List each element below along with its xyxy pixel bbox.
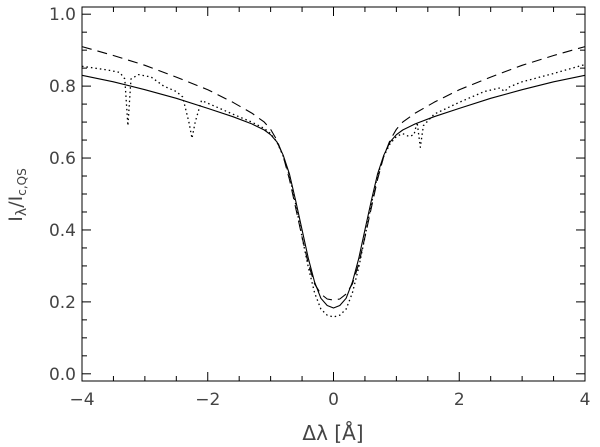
y-label-sub1: λ — [14, 208, 30, 216]
axis-ticks — [81, 7, 586, 381]
y-tick-label: 0.8 — [49, 77, 76, 97]
x-tick-label: 2 — [454, 390, 465, 410]
x-tick-label: 0 — [328, 390, 339, 410]
dashed-series-line — [81, 46, 586, 301]
dotted-series-line — [81, 63, 586, 318]
y-label-sep: /I — [5, 196, 27, 208]
solid-series-line — [81, 74, 586, 309]
x-tick-label: −2 — [195, 390, 220, 410]
y-tick-label: 1.0 — [49, 5, 76, 25]
axis-tick-labels: −4 −2 0 2 4 0.0 0.2 0.4 0.6 0.8 1.0 — [49, 5, 590, 410]
plot-frame — [81, 6, 586, 382]
y-axis-label: Iλ/Ic,QS — [5, 168, 30, 221]
y-tick-label: 0.2 — [49, 293, 76, 313]
series-layer — [81, 46, 586, 318]
y-tick-label: 0.0 — [49, 365, 76, 385]
y-label-sub2: c,QS — [15, 168, 29, 195]
y-label-main: I — [5, 216, 27, 222]
x-tick-label: −4 — [69, 390, 94, 410]
y-tick-label: 0.4 — [49, 221, 76, 241]
y-tick-label: 0.6 — [49, 149, 76, 169]
x-axis-label: Δλ [Å] — [302, 421, 363, 445]
x-tick-label: 4 — [580, 390, 591, 410]
